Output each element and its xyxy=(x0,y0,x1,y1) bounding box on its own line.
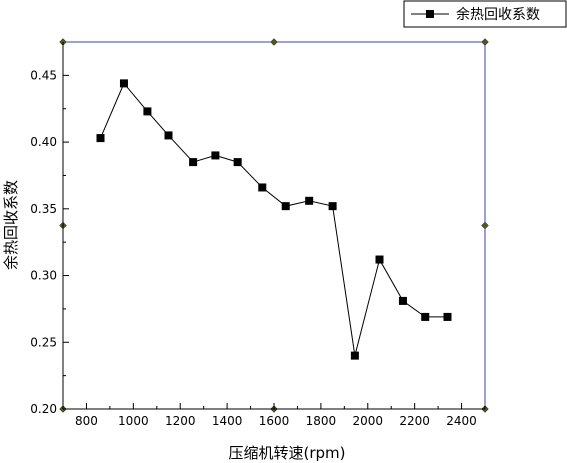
frame-handle-top-right xyxy=(481,38,489,46)
data-point xyxy=(375,255,384,264)
x-tick-label: 2000 xyxy=(353,414,384,428)
legend-label: 余热回收系数 xyxy=(456,6,540,23)
data-point xyxy=(421,312,430,321)
y-axis-title: 余热回收系数 xyxy=(2,180,20,270)
series-layer xyxy=(96,79,452,360)
data-point xyxy=(258,183,267,192)
frame-handle-top-middle xyxy=(270,38,278,46)
data-point xyxy=(328,202,337,211)
y-tick-label: 0.30 xyxy=(30,269,57,283)
legend-marker-sample xyxy=(426,10,434,18)
data-point xyxy=(350,351,359,360)
data-point xyxy=(189,158,198,167)
y-tick-label: 0.35 xyxy=(30,202,57,216)
x-axis-title: 压缩机转速(rpm) xyxy=(228,444,345,462)
axes: 800 1000 1200 1400 1600 1800 2000 2200 2400 0.20 0… xyxy=(30,42,486,428)
data-point xyxy=(119,79,128,88)
x-tick-label: 1000 xyxy=(118,414,149,428)
y-tick-label: 0.20 xyxy=(30,402,57,416)
x-tick-label: 1600 xyxy=(259,414,290,428)
y-tick-label: 0.40 xyxy=(30,135,57,149)
plot-frame xyxy=(59,38,489,413)
data-point xyxy=(96,134,105,143)
data-point xyxy=(164,131,173,140)
data-point xyxy=(281,202,290,211)
legend: 余热回收系数 xyxy=(403,0,567,28)
data-point xyxy=(143,107,152,116)
x-tick-label: 2200 xyxy=(399,414,430,428)
series-line xyxy=(100,82,448,356)
y-tick-label: 0.45 xyxy=(30,68,57,82)
x-tick-label: 2400 xyxy=(446,414,477,428)
frame-handle-right-middle xyxy=(481,221,489,230)
data-point xyxy=(233,158,242,167)
x-tick-label: 1400 xyxy=(212,414,243,428)
x-tick-label: 800 xyxy=(75,414,98,428)
data-point xyxy=(305,196,314,205)
data-point xyxy=(211,151,220,160)
data-point xyxy=(443,312,452,321)
x-tick-label: 1800 xyxy=(306,414,337,428)
data-point xyxy=(398,296,407,305)
x-tick-label: 1200 xyxy=(165,414,196,428)
y-tick-label: 0.25 xyxy=(30,335,57,349)
